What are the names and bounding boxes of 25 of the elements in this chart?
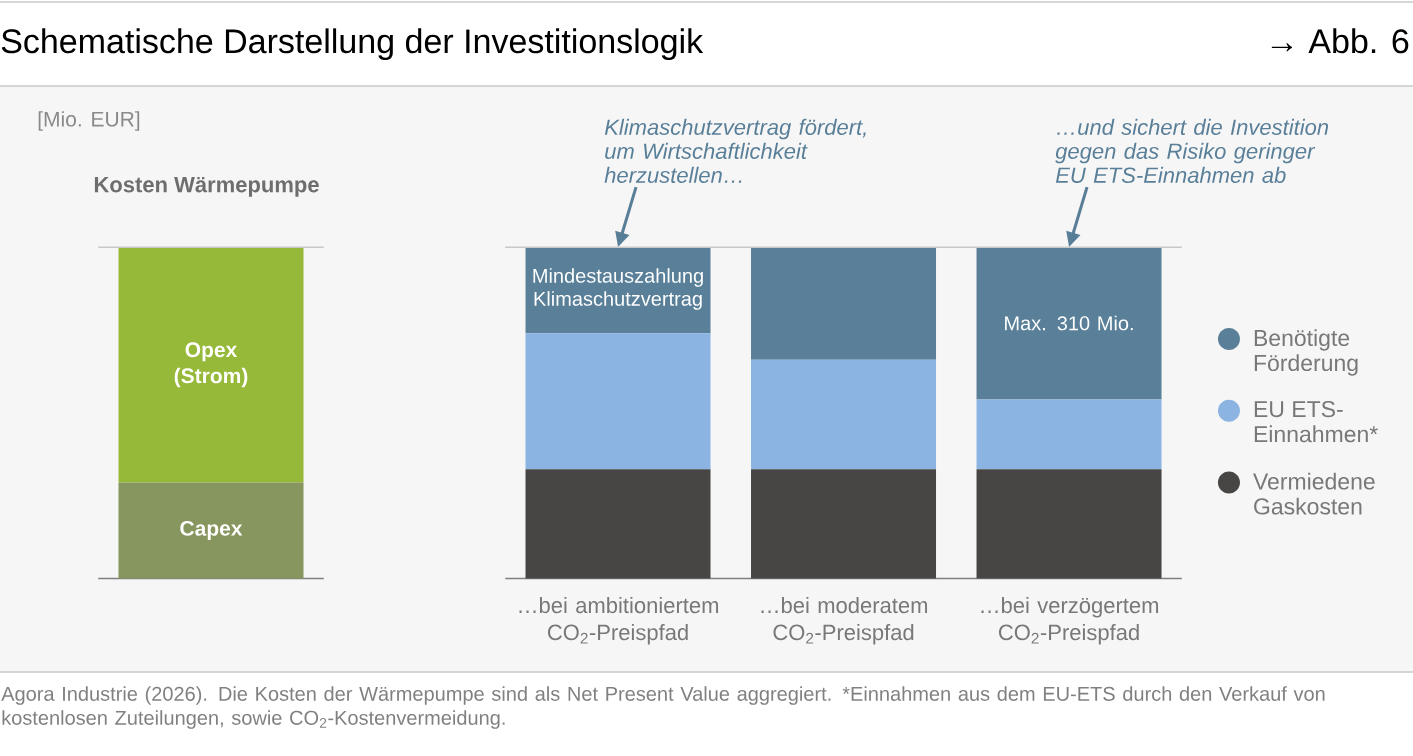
bar: [751, 247, 937, 360]
text: Agora Industrie (2026). Die Kosten der Wärmepumpe sind als Net Present Value aggregiert. *Einnahmen aus dem EU-ETS durch den Verkauf von kostenlosen Zuteilungen, sowie CO$_{2}$-Kostenvermeidung.: [1, 686, 1325, 729]
chart-title: Schematische Darstellung der Investitionslogik: [1, 28, 704, 61]
bar: [751, 359, 937, 470]
legend-label: Vermiedene Gaskosten: [1253, 472, 1375, 515]
x-tick-label: …bei ambitioniertem CO$_{2}$-Preispfad: [519, 597, 719, 645]
annotation: …und sichert die Investition gegen das Risiko geringer EU ETS-Einnahmen ab: [1055, 118, 1329, 183]
bar: [976, 469, 1162, 579]
series-label: Capex: [180, 520, 243, 540]
chart-subtitle: Kosten Wärmepumpe: [94, 176, 319, 197]
bar: [976, 399, 1162, 470]
bar: [751, 469, 937, 579]
series-label: Opex (Strom): [174, 342, 248, 388]
bar: [525, 469, 711, 579]
legend-label: Benötigte Förderung: [1254, 329, 1358, 376]
annotation: Max. 310 Mio.: [1005, 315, 1133, 331]
text: → Abb. 6: [1271, 28, 1409, 54]
text: [Mio. EUR]: [38, 111, 140, 131]
bar: [525, 333, 711, 470]
annotation: Mindestauszahlung Klimaschutzvertrag: [533, 268, 703, 310]
legend-label: EU ETS-Einnahmen*: [1254, 400, 1378, 443]
annotation: Klimaschutzvertrag fördert, um Wirtschaftlichkeit herzustellen…: [604, 118, 866, 183]
bar: [976, 247, 1162, 400]
x-tick-label: …bei moderatem CO$_{2}$-Preispfad: [761, 597, 928, 645]
x-tick-label: …bei verzögertem CO$_{2}$-Preispfad: [981, 597, 1159, 645]
